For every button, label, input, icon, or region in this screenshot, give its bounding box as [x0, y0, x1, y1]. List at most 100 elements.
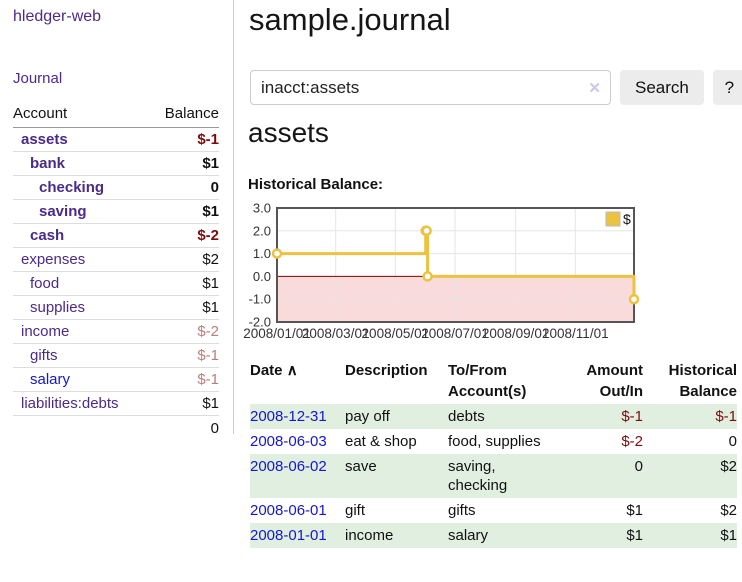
header-description: Description	[345, 362, 428, 379]
accounts-table: Account Balance assets $-1 bank $1 checking 0…	[13, 102, 219, 440]
account-balance: 0	[149, 175, 219, 200]
clear-search-icon[interactable]: ✕	[588, 80, 601, 97]
account-row: bank $1	[13, 151, 219, 176]
search-button[interactable]: Search	[620, 70, 704, 105]
account-name-cell: supplies	[13, 295, 150, 320]
transaction-date-cell: 2008-12-31	[250, 404, 345, 429]
transaction-accounts: debts	[448, 408, 485, 425]
sidebar-account-link[interactable]: salary	[30, 371, 71, 388]
sidebar-account-link[interactable]: liabilities:debts	[21, 395, 119, 412]
account-name-cell: salary	[13, 367, 150, 392]
transaction-row: 2008-06-02 save saving, checking 0 $2	[250, 454, 737, 498]
sidebar-account-link[interactable]: income	[21, 323, 70, 340]
transaction-amount: $1	[626, 527, 643, 544]
account-name-cell: assets	[13, 127, 150, 152]
transaction-accounts: gifts	[448, 502, 476, 519]
plot-border	[276, 207, 635, 323]
transaction-date-cell: 2008-06-03	[250, 429, 345, 454]
accounts-header-row: Account Balance	[13, 102, 219, 128]
x-tick-label: 2008/05/01	[362, 326, 430, 341]
transaction-accounts: food, supplies	[448, 433, 541, 450]
account-row: checking 0	[13, 175, 219, 200]
account-balance: $-1	[149, 367, 219, 392]
transaction-date-link[interactable]: 2008-12-31	[250, 408, 327, 425]
header-accounts: To/From Account(s)	[448, 362, 527, 400]
account-balance: $-1	[149, 343, 219, 368]
sidebar-account-link[interactable]: checking	[39, 179, 105, 196]
account-name-cell: liabilities:debts	[13, 391, 150, 416]
account-name-cell: gifts	[13, 343, 150, 368]
chart-title: Historical Balance:	[248, 176, 384, 193]
y-tick-label: 2.0	[253, 223, 271, 238]
accounts-table-body: assets $-1 bank $1 checking 0 saving $1 cash $-2 e…	[13, 127, 219, 416]
search-input[interactable]	[251, 71, 610, 104]
transaction-row: 2008-01-01 income salary $1 $1	[250, 523, 737, 548]
y-tick-label: -1.0	[249, 292, 271, 307]
account-row: liabilities:debts $1	[13, 391, 219, 416]
accounts-total-row: 0	[13, 415, 219, 440]
account-name-cell: food	[13, 271, 150, 296]
legend-label: $	[623, 211, 631, 227]
search-bar: ✕ Search ?	[250, 70, 742, 105]
transaction-balance: $2	[720, 458, 737, 475]
transaction-amount: $1	[626, 502, 643, 519]
transaction-row: 2008-06-03 eat & shop food, supplies $-2 0	[250, 429, 737, 454]
sidebar-item-journal[interactable]: Journal	[13, 70, 63, 87]
account-row: saving $1	[13, 199, 219, 224]
data-point-marker	[271, 248, 283, 259]
transaction-accounts: salary	[448, 527, 489, 544]
transaction-description: income	[345, 527, 394, 544]
sidebar-account-link[interactable]: cash	[30, 227, 65, 244]
account-section-title: assets	[248, 117, 329, 148]
account-name-cell: saving	[13, 199, 150, 224]
legend-swatch	[605, 211, 621, 227]
transactions-header-row: Date ∧ Description To/From Account(s) Am…	[250, 358, 737, 404]
sidebar-account-link[interactable]: expenses	[21, 251, 86, 268]
sidebar-account-link[interactable]: gifts	[30, 347, 58, 364]
header-balance: Historical Balance	[668, 362, 737, 400]
x-tick-label: 2008/01/01	[243, 326, 311, 341]
transaction-amount: $-1	[621, 408, 643, 425]
transaction-date-link[interactable]: 2008-01-01	[250, 527, 327, 544]
account-row: gifts $-1	[13, 343, 219, 368]
header-amount: Amount Out/In	[586, 362, 643, 400]
account-name-cell: bank	[13, 151, 150, 176]
data-point-marker	[422, 271, 433, 282]
data-point-marker	[421, 225, 432, 237]
sidebar-account-link[interactable]: assets	[21, 131, 68, 148]
x-tick-label: 2008/07/01	[421, 326, 489, 341]
account-balance: $-2	[149, 319, 219, 344]
transaction-description: eat & shop	[345, 433, 417, 450]
sidebar-account-link[interactable]: saving	[39, 203, 87, 220]
account-name-cell: income	[13, 319, 150, 344]
transaction-description: pay off	[345, 408, 390, 425]
help-button[interactable]: ?	[712, 70, 742, 105]
account-balance: $1	[149, 151, 219, 176]
header-date[interactable]: Date ∧	[250, 362, 298, 379]
accounts-header-balance: Balance	[149, 102, 219, 128]
transaction-date-link[interactable]: 2008-06-01	[250, 502, 327, 519]
sidebar-divider	[233, 0, 234, 434]
transaction-accounts: saving, checking	[448, 458, 508, 494]
y-tick-label: 0.0	[253, 269, 271, 284]
sidebar-account-link[interactable]: bank	[30, 155, 66, 172]
transaction-amount: 0	[634, 458, 643, 475]
page-title: sample.journal	[249, 2, 451, 37]
transaction-date-cell: 2008-01-01	[250, 523, 345, 548]
transaction-date-link[interactable]: 2008-06-03	[250, 433, 327, 450]
transaction-balance: $1	[720, 527, 737, 544]
account-balance: $1	[149, 271, 219, 296]
transaction-date-link[interactable]: 2008-06-02	[250, 458, 327, 475]
transaction-row: 2008-12-31 pay off debts $-1 $-1	[250, 404, 737, 429]
account-balance: $-2	[149, 223, 219, 248]
search-box: ✕	[250, 70, 611, 105]
transaction-date-cell: 2008-06-02	[250, 454, 345, 498]
sidebar-account-link[interactable]: food	[30, 275, 60, 292]
sidebar-account-link[interactable]: supplies	[30, 299, 86, 316]
transaction-row: 2008-06-01 gift gifts $1 $2	[250, 498, 737, 523]
transaction-description: gift	[345, 502, 366, 519]
transaction-description: save	[345, 458, 377, 475]
transactions-table: Date ∧ Description To/From Account(s) Am…	[250, 358, 737, 548]
app-title-link[interactable]: hledger-web	[13, 8, 102, 25]
account-row: salary $-1	[13, 367, 219, 392]
